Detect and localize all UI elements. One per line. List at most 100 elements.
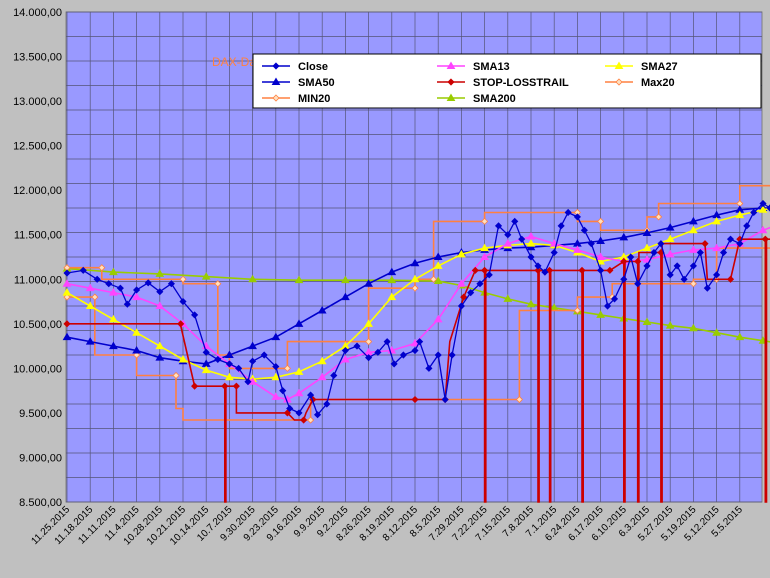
series-point — [330, 371, 338, 380]
series-point — [353, 342, 361, 350]
legend-swatch-marker — [446, 93, 456, 101]
series-line — [66, 226, 770, 401]
series-point — [573, 306, 581, 315]
y-tick-label: 14.000,00 — [13, 7, 62, 19]
series-point — [610, 295, 619, 303]
series-point — [411, 395, 419, 404]
series-point — [643, 262, 651, 270]
y-tick-label: 9.000,00 — [19, 452, 62, 464]
series-point — [642, 317, 652, 326]
series-point — [527, 253, 535, 261]
series-point — [364, 319, 373, 327]
series-point — [179, 275, 187, 283]
series-point — [689, 225, 698, 234]
series-point — [295, 409, 303, 417]
legend-swatch-marker — [271, 77, 281, 85]
series-point — [155, 353, 165, 361]
series-point — [272, 363, 280, 371]
series-point — [620, 275, 628, 283]
series-sma13 — [62, 225, 770, 403]
series-point — [759, 199, 767, 208]
series-point — [85, 301, 95, 309]
series-point — [279, 387, 287, 395]
series-point — [283, 409, 291, 417]
series-point — [650, 248, 658, 257]
series-point — [494, 222, 503, 230]
series-point — [155, 301, 165, 309]
series-point — [214, 355, 222, 364]
series-close — [63, 199, 770, 419]
legend-item-stop-losstrail: STOP-LOSSTRAIL — [437, 77, 569, 89]
series-point — [761, 235, 769, 243]
series-point — [433, 261, 443, 269]
series-point — [156, 288, 164, 296]
legend-item-close: Close — [262, 61, 328, 73]
series-point — [232, 382, 240, 390]
series-point — [627, 253, 635, 261]
series-point — [580, 226, 588, 234]
series-point — [743, 222, 751, 230]
series-point — [383, 338, 391, 346]
legend-swatch-marker — [447, 78, 455, 86]
series-point — [712, 328, 721, 336]
y-tick-label: 12.500,00 — [13, 141, 62, 153]
series-layer — [62, 184, 770, 503]
y-tick-label: 13.500,00 — [13, 52, 62, 64]
series-point — [341, 354, 350, 363]
series-point — [425, 364, 433, 372]
series-point — [109, 341, 118, 350]
series-stop-losstrail — [63, 235, 770, 503]
series-point — [116, 284, 124, 292]
series-point — [341, 292, 350, 301]
series-point — [511, 217, 519, 225]
series-point — [132, 292, 141, 301]
series-point — [374, 348, 382, 356]
series-point — [399, 351, 407, 359]
series-point — [79, 266, 87, 274]
series-point — [433, 314, 443, 323]
series-point — [457, 302, 465, 310]
series-point — [283, 364, 291, 372]
series-point — [736, 240, 744, 248]
series-point — [642, 243, 652, 252]
series-point — [467, 289, 475, 297]
series-point — [132, 346, 141, 354]
series-point — [365, 338, 373, 346]
series-point — [518, 235, 526, 243]
legend-box — [252, 53, 762, 109]
series-point — [85, 283, 95, 292]
series-point — [144, 279, 152, 287]
series-point — [480, 252, 489, 260]
series-point — [249, 357, 257, 365]
series-point — [703, 284, 711, 292]
series-point — [550, 248, 558, 257]
series-point — [91, 293, 99, 301]
series-point — [596, 256, 605, 265]
series-point — [596, 236, 605, 244]
series-point — [271, 392, 281, 400]
series-point — [696, 248, 704, 257]
series-point — [271, 372, 281, 381]
series-point — [214, 280, 222, 288]
series-point — [416, 338, 424, 346]
series-point — [460, 293, 468, 301]
series-point — [410, 274, 420, 283]
series-point — [448, 351, 456, 359]
legend-item-min20: MIN20 — [262, 93, 330, 105]
series-point — [62, 332, 72, 341]
series-point — [587, 240, 595, 248]
series-point — [471, 266, 479, 274]
series-point — [750, 208, 758, 217]
series-point — [597, 266, 605, 274]
series-point — [317, 372, 327, 381]
series-point — [534, 262, 542, 270]
series-point — [689, 216, 698, 225]
series-point — [202, 348, 210, 356]
legend-label: Max20 — [641, 77, 675, 89]
series-point — [480, 243, 489, 252]
series-point — [504, 231, 512, 239]
series-point — [109, 288, 118, 296]
y-tick-label: 9.500,00 — [19, 408, 62, 420]
series-point — [573, 245, 582, 253]
